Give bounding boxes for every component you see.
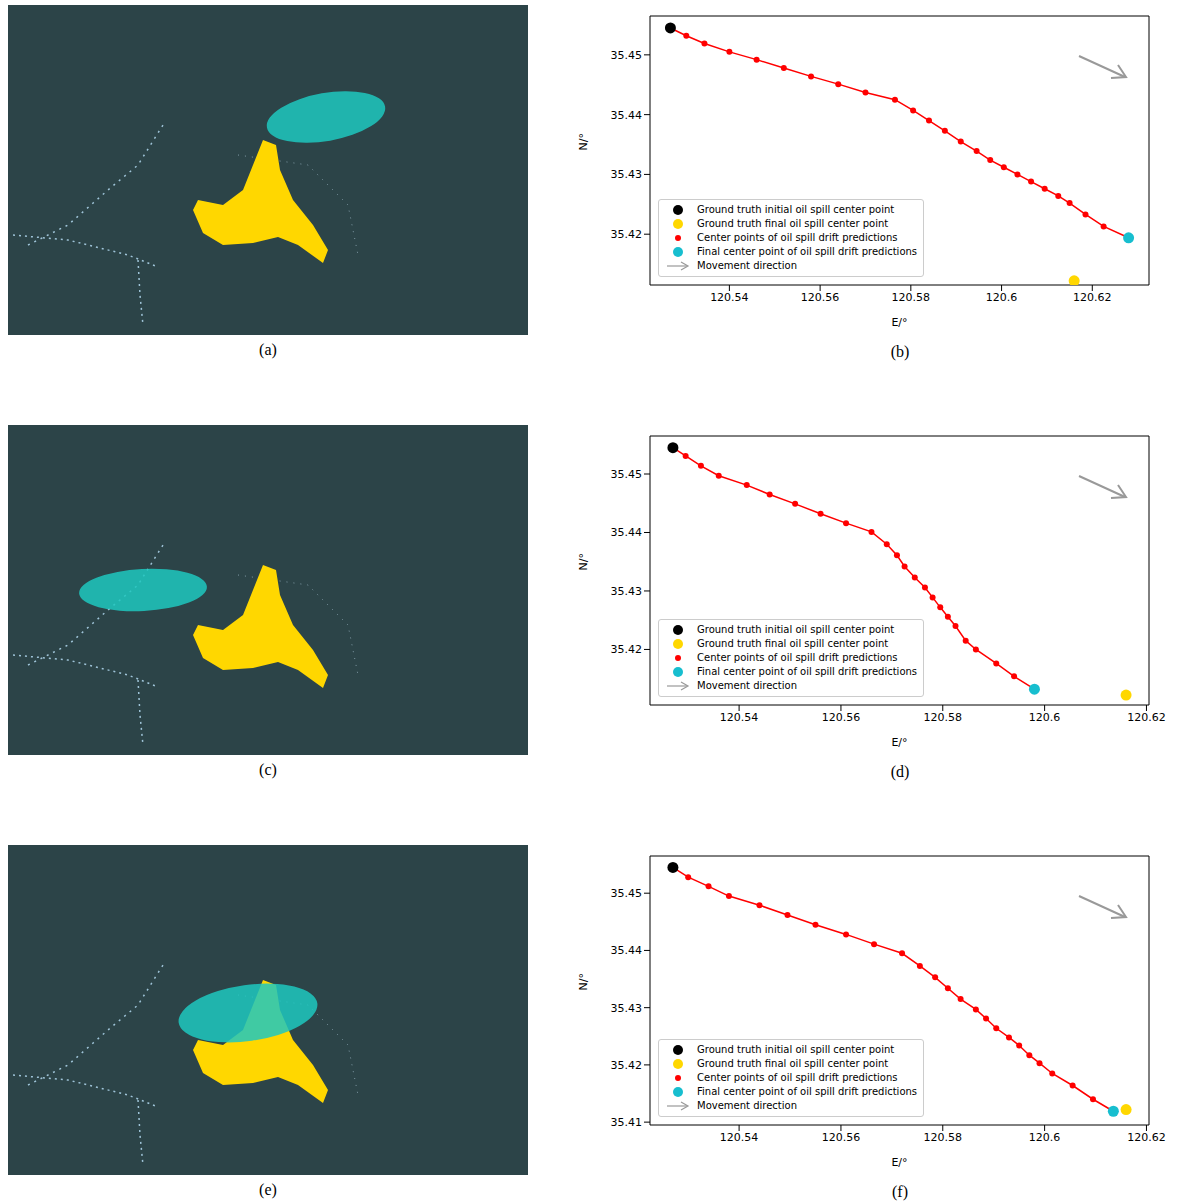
svg-text:120.54: 120.54	[720, 1131, 759, 1144]
svg-text:35.44: 35.44	[611, 526, 643, 539]
svg-text:120.6: 120.6	[986, 291, 1018, 304]
html-text:Final center point of oil spil: Final center point of oil spill drift pr…	[697, 246, 918, 257]
html-text:(c): (c)	[259, 761, 277, 778]
svg-text:35.41: 35.41	[611, 1116, 643, 1129]
svg-text:35.42: 35.42	[611, 1059, 643, 1072]
svg-text:E/°: E/°	[891, 316, 907, 329]
html-text:(b): (b)	[890, 343, 910, 360]
svg-text:120.56: 120.56	[822, 1131, 861, 1144]
svg-text:120.58: 120.58	[892, 291, 931, 304]
html-text:Center points of oil spill dri: Center points of oil spill drift predict…	[697, 232, 898, 243]
html-text:Final center point of oil spil: Final center point of oil spill drift pr…	[697, 666, 918, 677]
html-text:Ground truth final oil spill c: Ground truth final oil spill center poin…	[697, 638, 889, 649]
html-text:(e): (e)	[259, 1181, 277, 1198]
html-text:Ground truth final oil spill c: Ground truth final oil spill center poin…	[697, 218, 889, 229]
svg-text:35.45: 35.45	[611, 887, 643, 900]
html-text:Center points of oil spill dri: Center points of oil spill drift predict…	[697, 1072, 898, 1083]
html-text:Ground truth initial oil spill: Ground truth initial oil spill center po…	[697, 204, 895, 215]
svg-text:35.45: 35.45	[611, 468, 643, 481]
svg-text:120.6: 120.6	[1029, 711, 1061, 724]
svg-text:120.56: 120.56	[822, 711, 861, 724]
html-text:Ground truth final oil spill c: Ground truth final oil spill center poin…	[697, 1058, 889, 1069]
svg-text:35.43: 35.43	[611, 168, 643, 181]
svg-text:N/°: N/°	[577, 133, 590, 150]
svg-text:120.54: 120.54	[720, 711, 759, 724]
html-text:Ground truth initial oil spill: Ground truth initial oil spill center po…	[697, 624, 895, 635]
svg-text:120.62: 120.62	[1073, 291, 1112, 304]
html-text:Movement direction: Movement direction	[697, 680, 797, 691]
html-text:(d): (d)	[890, 763, 910, 780]
html-text:Ground truth initial oil spill: Ground truth initial oil spill center po…	[697, 1044, 895, 1055]
svg-text:35.45: 35.45	[611, 49, 643, 62]
svg-text:35.43: 35.43	[611, 585, 643, 598]
svg-text:120.56: 120.56	[801, 291, 840, 304]
html-text:Movement direction: Movement direction	[697, 1100, 797, 1111]
svg-text:120.54: 120.54	[710, 291, 749, 304]
html-text:(f): (f)	[892, 1183, 908, 1200]
html-text:(a): (a)	[259, 341, 277, 358]
svg-text:35.42: 35.42	[611, 643, 643, 656]
svg-text:120.62: 120.62	[1127, 711, 1166, 724]
svg-text:120.58: 120.58	[924, 711, 963, 724]
svg-text:120.58: 120.58	[924, 1131, 963, 1144]
svg-text:120.6: 120.6	[1029, 1131, 1061, 1144]
svg-text:N/°: N/°	[577, 553, 590, 570]
svg-text:120.62: 120.62	[1127, 1131, 1166, 1144]
html-text:Movement direction: Movement direction	[697, 260, 797, 271]
svg-text:35.44: 35.44	[611, 944, 643, 957]
svg-text:E/°: E/°	[891, 736, 907, 749]
html-text:Final center point of oil spil: Final center point of oil spill drift pr…	[697, 1086, 918, 1097]
svg-text:35.42: 35.42	[611, 228, 643, 241]
svg-text:N/°: N/°	[577, 973, 590, 990]
svg-text:35.43: 35.43	[611, 1002, 643, 1015]
svg-text:35.44: 35.44	[611, 109, 643, 122]
svg-text:E/°: E/°	[891, 1156, 907, 1169]
html-text:Center points of oil spill dri: Center points of oil spill drift predict…	[697, 652, 898, 663]
